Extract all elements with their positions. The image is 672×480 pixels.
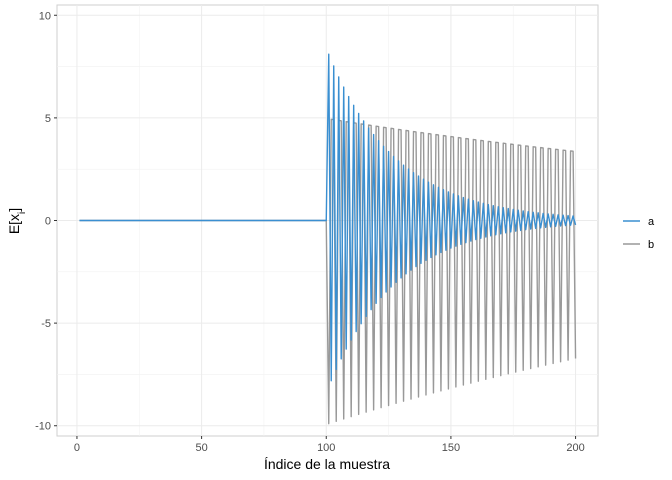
x-axis-title: Índice de la muestra	[264, 456, 390, 472]
y-axis-title: E[xi]	[6, 208, 28, 234]
legend: ab	[623, 216, 655, 251]
y-tick-label: 10	[39, 10, 51, 22]
x-tick-label: 100	[317, 442, 335, 454]
y-tick-label: -5	[41, 318, 51, 330]
legend-label-a: a	[648, 216, 655, 228]
series-lines	[79, 53, 577, 425]
series-line-a	[79, 53, 577, 382]
y-axis-ticks: -10 -5 0 5 10	[35, 10, 57, 433]
x-tick-label: 0	[74, 442, 80, 454]
y-tick-label: 5	[45, 113, 51, 125]
y-tick-label: 0	[45, 216, 51, 228]
x-axis-ticks: 0 50 100 150 200	[74, 436, 585, 454]
x-tick-label: 50	[195, 442, 207, 454]
x-tick-label: 200	[566, 442, 584, 454]
x-tick-label: 150	[442, 442, 460, 454]
legend-label-b: b	[648, 239, 654, 251]
y-tick-label: -10	[35, 421, 51, 433]
